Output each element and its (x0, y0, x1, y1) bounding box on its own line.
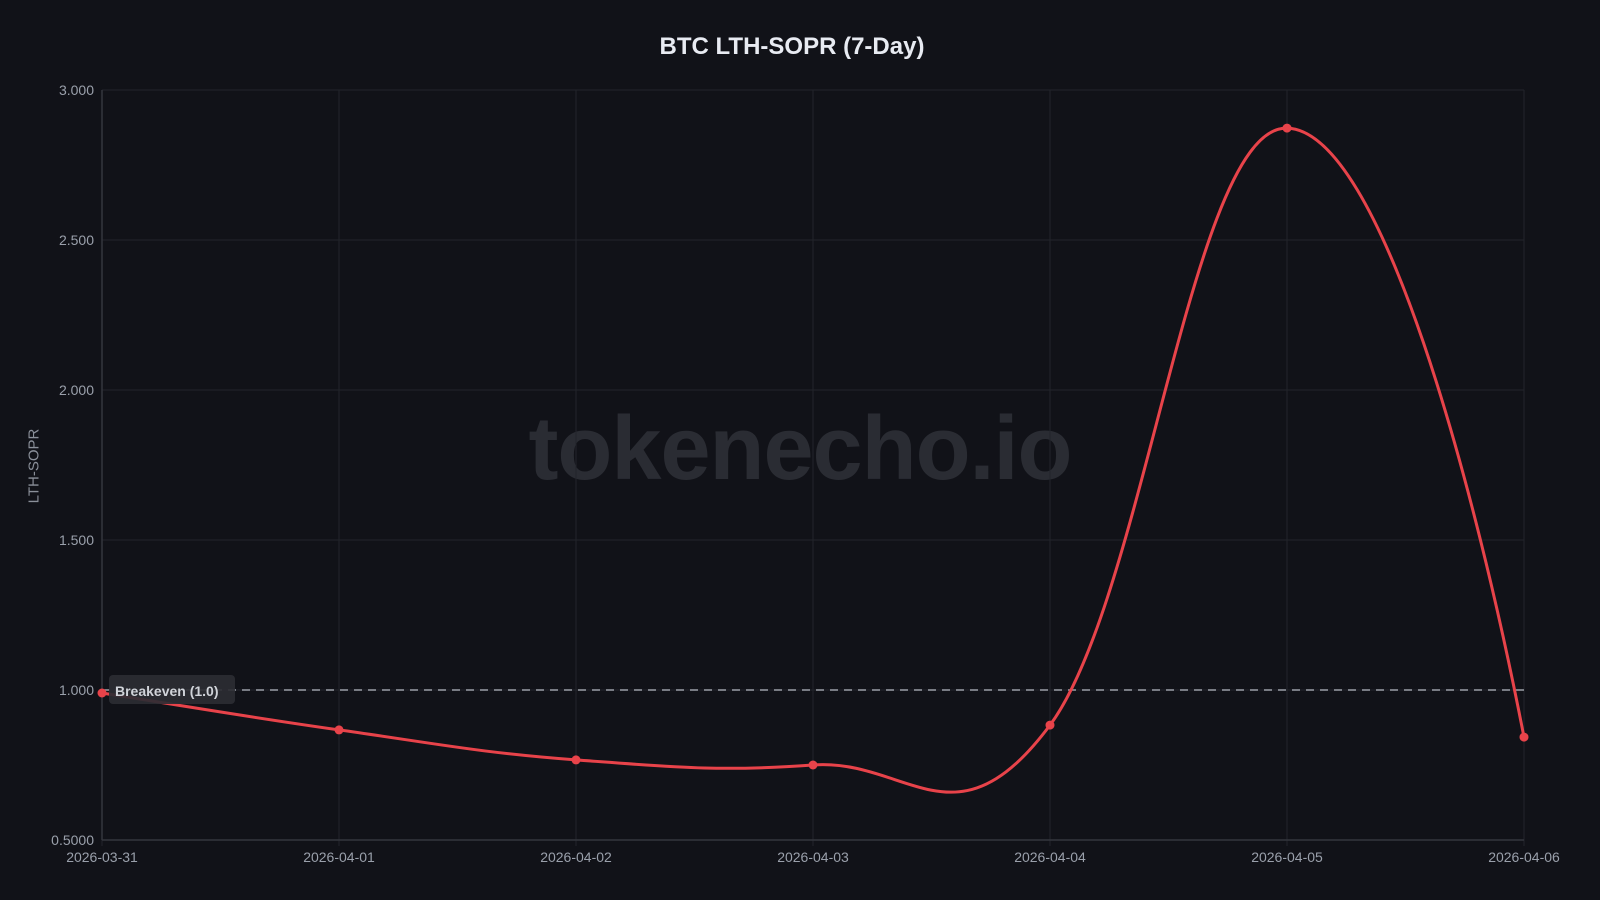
data-point (571, 755, 581, 765)
chart-title: BTC LTH-SOPR (7-Day) (659, 33, 925, 60)
data-point (97, 688, 107, 698)
x-tick-label: 2026-04-05 (1251, 849, 1323, 865)
y-tick-label: 1.000 (59, 682, 94, 698)
x-tick-label: 2026-04-04 (1014, 849, 1086, 865)
data-point (1045, 720, 1055, 730)
series-line (101, 126, 1526, 794)
data-point (1282, 123, 1292, 133)
x-tick-label: 2026-04-06 (1488, 849, 1560, 865)
y-tick-label: 3.000 (59, 82, 94, 98)
x-tick-label: 2026-04-01 (303, 849, 375, 865)
x-tick-label: 2026-03-31 (66, 849, 138, 865)
y-tick-label: 2.500 (59, 232, 94, 248)
y-tick-label: 0.5000 (51, 832, 94, 848)
data-point (808, 760, 818, 770)
data-point (334, 725, 344, 735)
data-point (1519, 732, 1529, 742)
breakeven-label-bg (109, 675, 235, 704)
y-tick-label: 1.500 (59, 532, 94, 548)
breakeven-label: Breakeven (1.0) (115, 683, 219, 699)
y-tick-label: 2.000 (59, 382, 94, 398)
x-tick-label: 2026-04-02 (540, 849, 612, 865)
watermark: tokenecho.io (528, 399, 1072, 499)
x-tick-label: 2026-04-03 (777, 849, 849, 865)
